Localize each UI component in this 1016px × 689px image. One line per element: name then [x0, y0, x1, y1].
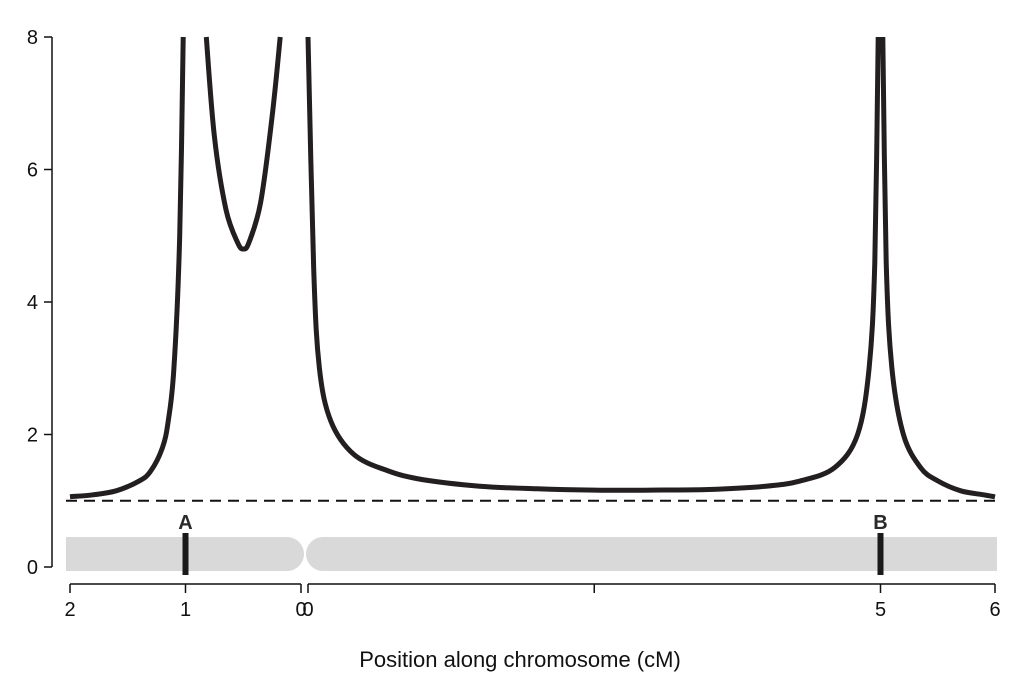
series-segment: [308, 37, 878, 490]
series-segment: [883, 37, 995, 497]
x-tick-label: 6: [989, 599, 1000, 621]
y-tick-label: 6: [27, 160, 38, 182]
x-tick-label: 5: [875, 599, 886, 621]
x-tick-label: 0: [302, 599, 313, 621]
chromosome-left-end: [66, 537, 96, 571]
y-axis: 0 2 4 6 8: [27, 27, 52, 579]
y-tick-label: 2: [27, 425, 38, 447]
chromosome-right-arm: [306, 537, 997, 571]
y-tick-label: 4: [27, 292, 38, 314]
x-axis-title: Position along chromosome (cM): [359, 647, 681, 672]
marker-label-b: B: [873, 512, 887, 534]
y-tick-label: 0: [27, 557, 38, 579]
series-segment: [206, 37, 280, 249]
marker-b: [878, 533, 884, 575]
x-axis: 2 1 00 5 6: [64, 584, 1000, 621]
marker-a: [183, 533, 189, 575]
x-tick-label: 2: [64, 599, 75, 621]
marker-label-a: A: [178, 512, 192, 534]
chromosome-right-end: [965, 537, 997, 571]
series-layer: [70, 37, 995, 497]
y-tick-label: 8: [27, 27, 38, 49]
x-tick-label: 1: [180, 599, 191, 621]
series-segment: [70, 37, 183, 497]
